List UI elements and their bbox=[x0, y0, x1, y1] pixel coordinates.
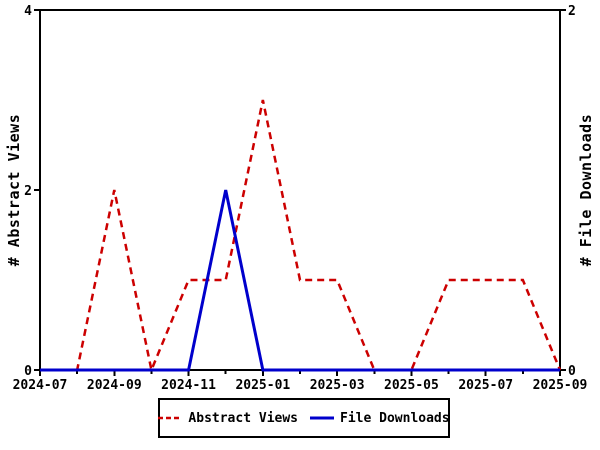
left-axis-tick-label: 2 bbox=[24, 184, 32, 199]
left-axis-tick-label: 0 bbox=[24, 364, 32, 379]
x-tick-label: 2025-01 bbox=[235, 378, 290, 393]
right-axis-tick-label: 0 bbox=[568, 364, 576, 379]
x-tick-label: 2025-09 bbox=[533, 378, 588, 393]
legend-entry-file-downloads: File Downloads bbox=[310, 411, 450, 426]
x-tick-label: 2024-09 bbox=[87, 378, 142, 393]
x-tick-label: 2024-11 bbox=[161, 378, 216, 393]
plot-border bbox=[39, 9, 561, 371]
series-line-file-downloads bbox=[40, 189, 560, 372]
series-line-abstract-views bbox=[40, 99, 562, 375]
right-axis-title: # File Downloads bbox=[577, 113, 595, 267]
left-axis-tick-label: 4 bbox=[24, 4, 32, 19]
x-tick-label: 2025-05 bbox=[384, 378, 439, 393]
legend: Abstract Views File Downloads bbox=[158, 398, 450, 438]
plot-area: 2024-07 2024-09 2024-11 2025-01 2025-03 2025-… bbox=[13, 4, 588, 393]
right-axis-tick-label: 2 bbox=[568, 4, 576, 19]
abstract-views-line-sample-icon bbox=[158, 416, 183, 420]
x-tick-label: 2025-07 bbox=[458, 378, 513, 393]
legend-label-file-downloads: File Downloads bbox=[340, 410, 450, 426]
legend-label-abstract-views: Abstract Views bbox=[188, 410, 298, 426]
x-tick-label: 2024-07 bbox=[13, 378, 68, 393]
x-tick-label: 2025-03 bbox=[310, 378, 365, 393]
left-axis-title: # Abstract Views bbox=[5, 113, 23, 267]
file-downloads-line-sample-icon bbox=[310, 416, 334, 420]
legend-entry-abstract-views: Abstract Views bbox=[158, 411, 298, 426]
